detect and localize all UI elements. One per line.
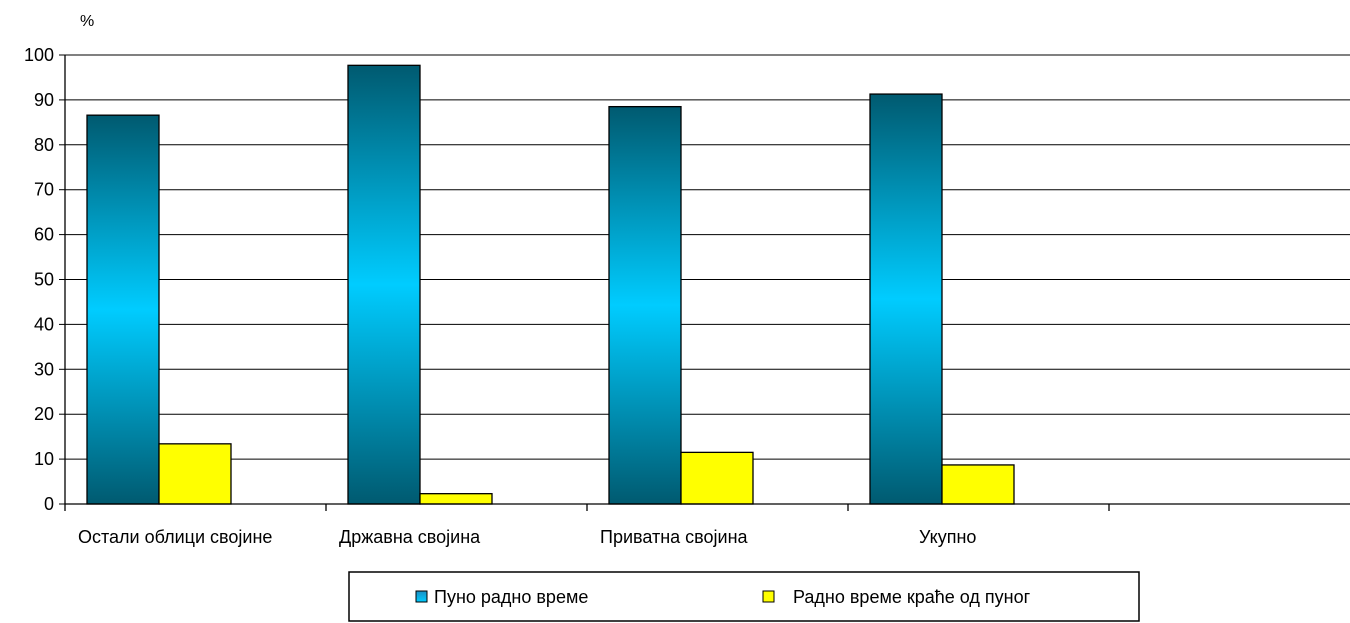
legend-swatch-part-time <box>762 590 775 603</box>
y-axis-ticks: 0 10 20 30 40 50 60 70 80 90 100 <box>24 45 65 514</box>
bar-full-time <box>869 93 943 505</box>
y-tick-label: 90 <box>34 90 54 110</box>
y-tick-label: 40 <box>34 314 54 334</box>
bar-part-time <box>419 493 493 505</box>
y-tick-label: 0 <box>44 494 54 514</box>
legend-label-part-time: Радно време краће од пуног <box>793 587 1031 607</box>
legend-frame <box>348 571 1140 622</box>
bar-full-time <box>347 64 421 505</box>
y-tick-label: 50 <box>34 270 54 290</box>
y-axis-unit-label: % <box>80 13 94 30</box>
y-tick-label: 80 <box>34 135 54 155</box>
x-tick-label: Приватна својина <box>600 527 749 547</box>
y-tick-label: 70 <box>34 180 54 200</box>
legend-item-full-time: Пуно радно време <box>415 587 588 607</box>
y-tick-label: 10 <box>34 449 54 469</box>
bars <box>86 64 1015 505</box>
x-tick-label: Остали облици својине <box>78 527 272 547</box>
bar-full-time <box>608 105 682 505</box>
gridlines <box>65 54 1350 460</box>
legend: Пуно радно време Радно време краће од пу… <box>348 571 1140 622</box>
axes <box>64 55 1350 511</box>
bar-part-time <box>680 451 754 505</box>
x-tick-label: Укупно <box>919 527 976 547</box>
bar-part-time <box>158 443 232 505</box>
legend-label-full-time: Пуно радно време <box>434 587 588 607</box>
bar-part-time <box>941 464 1015 505</box>
bar-full-time <box>86 114 160 505</box>
y-tick-label: 20 <box>34 404 54 424</box>
x-axis-labels: Остали облици својине Државна својина Прив… <box>78 527 976 547</box>
legend-item-part-time: Радно време краће од пуног <box>762 587 1031 607</box>
legend-swatch-full-time <box>415 590 428 603</box>
x-tick-label: Државна својина <box>339 527 481 547</box>
y-tick-label: 100 <box>24 45 54 65</box>
y-tick-label: 30 <box>34 359 54 379</box>
y-tick-label: 60 <box>34 225 54 245</box>
